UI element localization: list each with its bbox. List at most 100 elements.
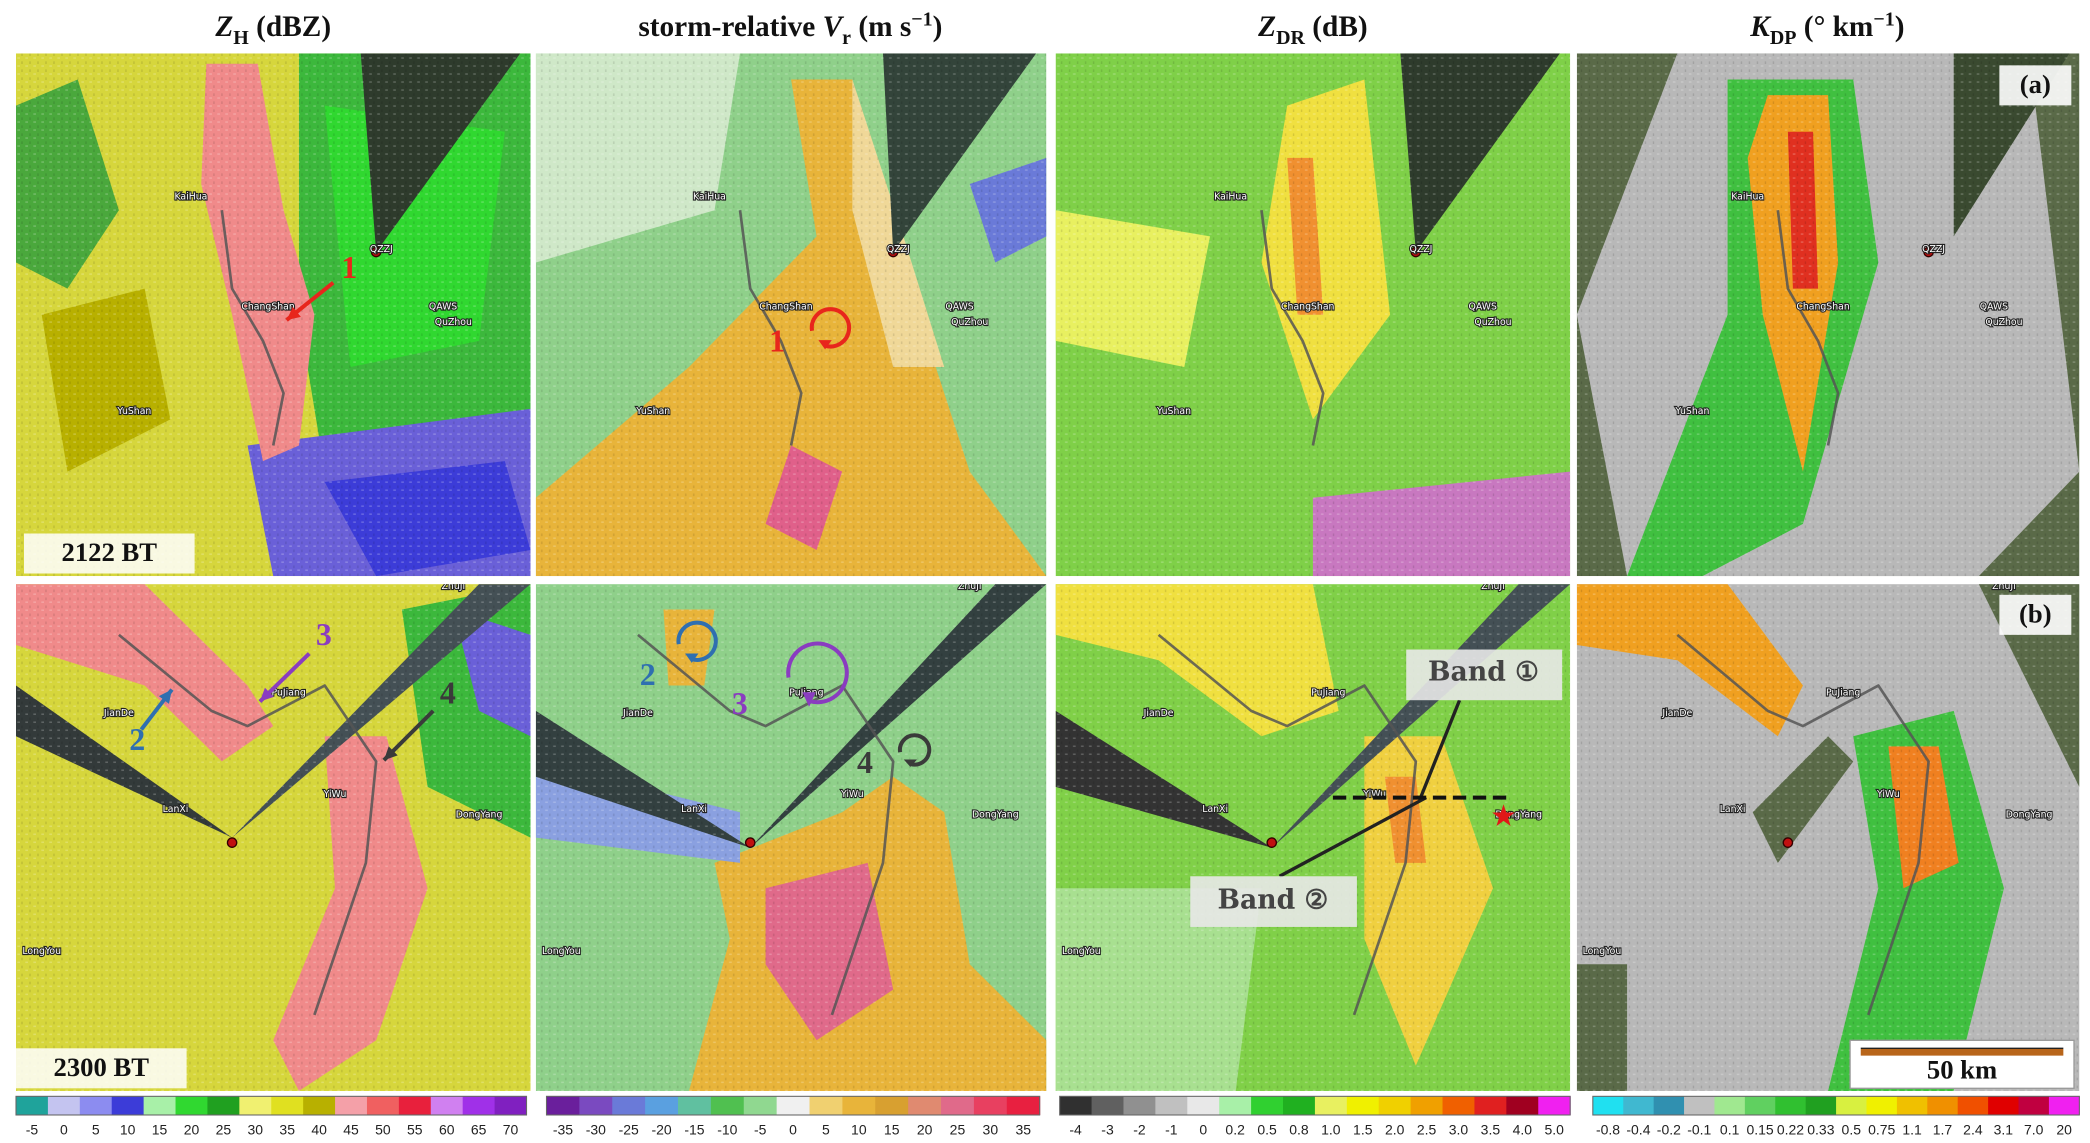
colorbar-label: 45: [343, 1122, 359, 1138]
panel-tag-box: [1999, 594, 2072, 635]
colorbar-swatch: [1410, 1096, 1444, 1115]
colorbar-swatch: [2048, 1096, 2080, 1115]
place-name: PuJiang: [1311, 688, 1345, 699]
place-name: QZZJ: [1922, 244, 1945, 255]
rotation-arrow: [786, 641, 849, 705]
colorbar-frame: [1059, 1095, 1571, 1116]
place-name: PuJiang: [1826, 688, 1860, 699]
colorbar-swatch: [1155, 1096, 1188, 1115]
colorbar-swatch: [1714, 1096, 1746, 1115]
header-part: K: [1749, 11, 1772, 43]
header-part: (° km: [1796, 11, 1873, 43]
colorbar-label: 35: [279, 1122, 295, 1138]
radar-panel: ZhuJiJianDePuJiangYiWuDongYangLanXiLongY…: [15, 584, 531, 1091]
colorbar-label: 3.0: [1449, 1122, 1469, 1138]
place-name: ChangShan: [241, 302, 295, 313]
colorbar-swatch: [973, 1096, 1008, 1115]
arrow-head: [286, 306, 301, 321]
radar-site: [1923, 246, 1934, 258]
feature-number: 2: [129, 721, 145, 757]
texture: [1576, 53, 2080, 577]
colorbar-label: -0.8: [1596, 1122, 1620, 1138]
place-name: ZhuJi: [958, 581, 982, 592]
feature-number: 1: [341, 249, 357, 285]
colorbar-swatch: [1684, 1096, 1715, 1115]
colorbar-label: 4.0: [1513, 1122, 1533, 1138]
place-name: KaiHua: [1214, 192, 1247, 203]
place-name: LanXi: [163, 804, 189, 815]
colorbar-label: 0.75: [1868, 1122, 1895, 1138]
colorbar-swatch: [1283, 1096, 1316, 1115]
colorbar-swatch: [1219, 1096, 1252, 1115]
colorbar-swatch: [111, 1096, 145, 1115]
colorbar-swatch: [1927, 1096, 1959, 1115]
colorbar-swatch: [1538, 1096, 1571, 1115]
colorbar-swatch: [143, 1096, 177, 1115]
place-name: ChangShan: [759, 302, 813, 313]
colorbar-swatch: [710, 1096, 745, 1115]
colorbar-swatch: [47, 1096, 81, 1115]
colorbar-label: -3: [1101, 1122, 1114, 1138]
place-name: QAWS: [1980, 302, 2008, 313]
colorbar-label: 3.5: [1481, 1122, 1501, 1138]
colorbar-label: 5: [92, 1122, 100, 1138]
colorbar-label: 0.22: [1777, 1122, 1804, 1138]
header-part: Z: [214, 11, 233, 43]
colorbar-label: 1.7: [1933, 1122, 1953, 1138]
band-contour: [1260, 210, 1325, 446]
colorbar-label: 0: [60, 1122, 68, 1138]
radar-panel-row: KaiHua ChangShan QZZJ QAWS QuZhou YuShan 1 KaiH…: [15, 53, 2080, 577]
colorbar-label: -1: [1165, 1122, 1178, 1138]
colorbar-label: 60: [439, 1122, 455, 1138]
band-contour: [738, 210, 803, 446]
radar-panel: ZhuJiJianDePuJiangYiWuDongYangLanXiLongY…: [1576, 584, 2080, 1091]
radar-site: [1266, 837, 1278, 848]
header-part: (m s: [851, 11, 911, 43]
colorbar-label: 20: [2056, 1122, 2072, 1138]
colorbar-swatch: [1866, 1096, 1898, 1115]
colorbar-label: 20: [184, 1122, 200, 1138]
header-part: DR: [1276, 27, 1305, 49]
colorbar-swatch: [494, 1096, 528, 1115]
colorbar-swatch: [1988, 1096, 2020, 1115]
place-name: QuZhou: [435, 317, 472, 328]
colorbar-swatch: [79, 1096, 113, 1115]
feature-number: 2: [640, 656, 656, 692]
colorbar-swatch: [1123, 1096, 1156, 1115]
colorbar-label: 0.33: [1807, 1122, 1834, 1138]
colorbar-swatch: [1346, 1096, 1380, 1115]
place-name: KaiHua: [174, 192, 207, 203]
place-name: QuZhou: [1985, 317, 2022, 328]
place-name: KaiHua: [1731, 192, 1764, 203]
colorbar-label: -15: [684, 1122, 704, 1138]
header-part: −1: [1873, 8, 1894, 30]
place-name: YuShan: [1156, 406, 1191, 417]
radar-panel: ZhuJiJianDePuJiangYiWuDongYangLanXiLongY…: [535, 581, 1047, 1091]
colorbar-swatch: [303, 1096, 336, 1115]
colorbar-swatch: [678, 1096, 712, 1115]
column-header: ZH (dBZ): [214, 11, 331, 49]
place-name: YuShan: [116, 406, 151, 417]
colorbar-label: 10: [120, 1122, 136, 1138]
radar-panel: KaiHua ChangShan QZZJ QAWS QuZhou YuShan: [1576, 53, 2080, 577]
time-label: 2300 BT: [54, 1052, 150, 1082]
colorbar-swatch: [398, 1096, 432, 1115]
colorbar-label: 30: [983, 1122, 999, 1138]
band-contour: [1676, 633, 1930, 1016]
radar-panel-row: ZhuJi JianDe PuJiang YiWu DongYang LanXi LongY…: [15, 581, 2080, 1091]
colorbar-swatch: [1836, 1096, 1868, 1115]
time-label: 2122 BT: [62, 537, 158, 567]
colorbar-swatch: [366, 1096, 400, 1115]
colorbar-frame: [545, 1095, 1041, 1116]
band-contour: [1157, 633, 1418, 1016]
place-name: QuZhou: [951, 317, 988, 328]
colorbar-label: -25: [619, 1122, 639, 1138]
colorbar-swatch: [612, 1096, 646, 1115]
colorbar-label: 0.5: [1257, 1122, 1277, 1138]
place-name: LanXi: [1202, 804, 1228, 815]
colorbar-swatch: [1442, 1096, 1475, 1115]
colorbar-swatch: [842, 1096, 876, 1115]
radar-site: [226, 837, 238, 848]
